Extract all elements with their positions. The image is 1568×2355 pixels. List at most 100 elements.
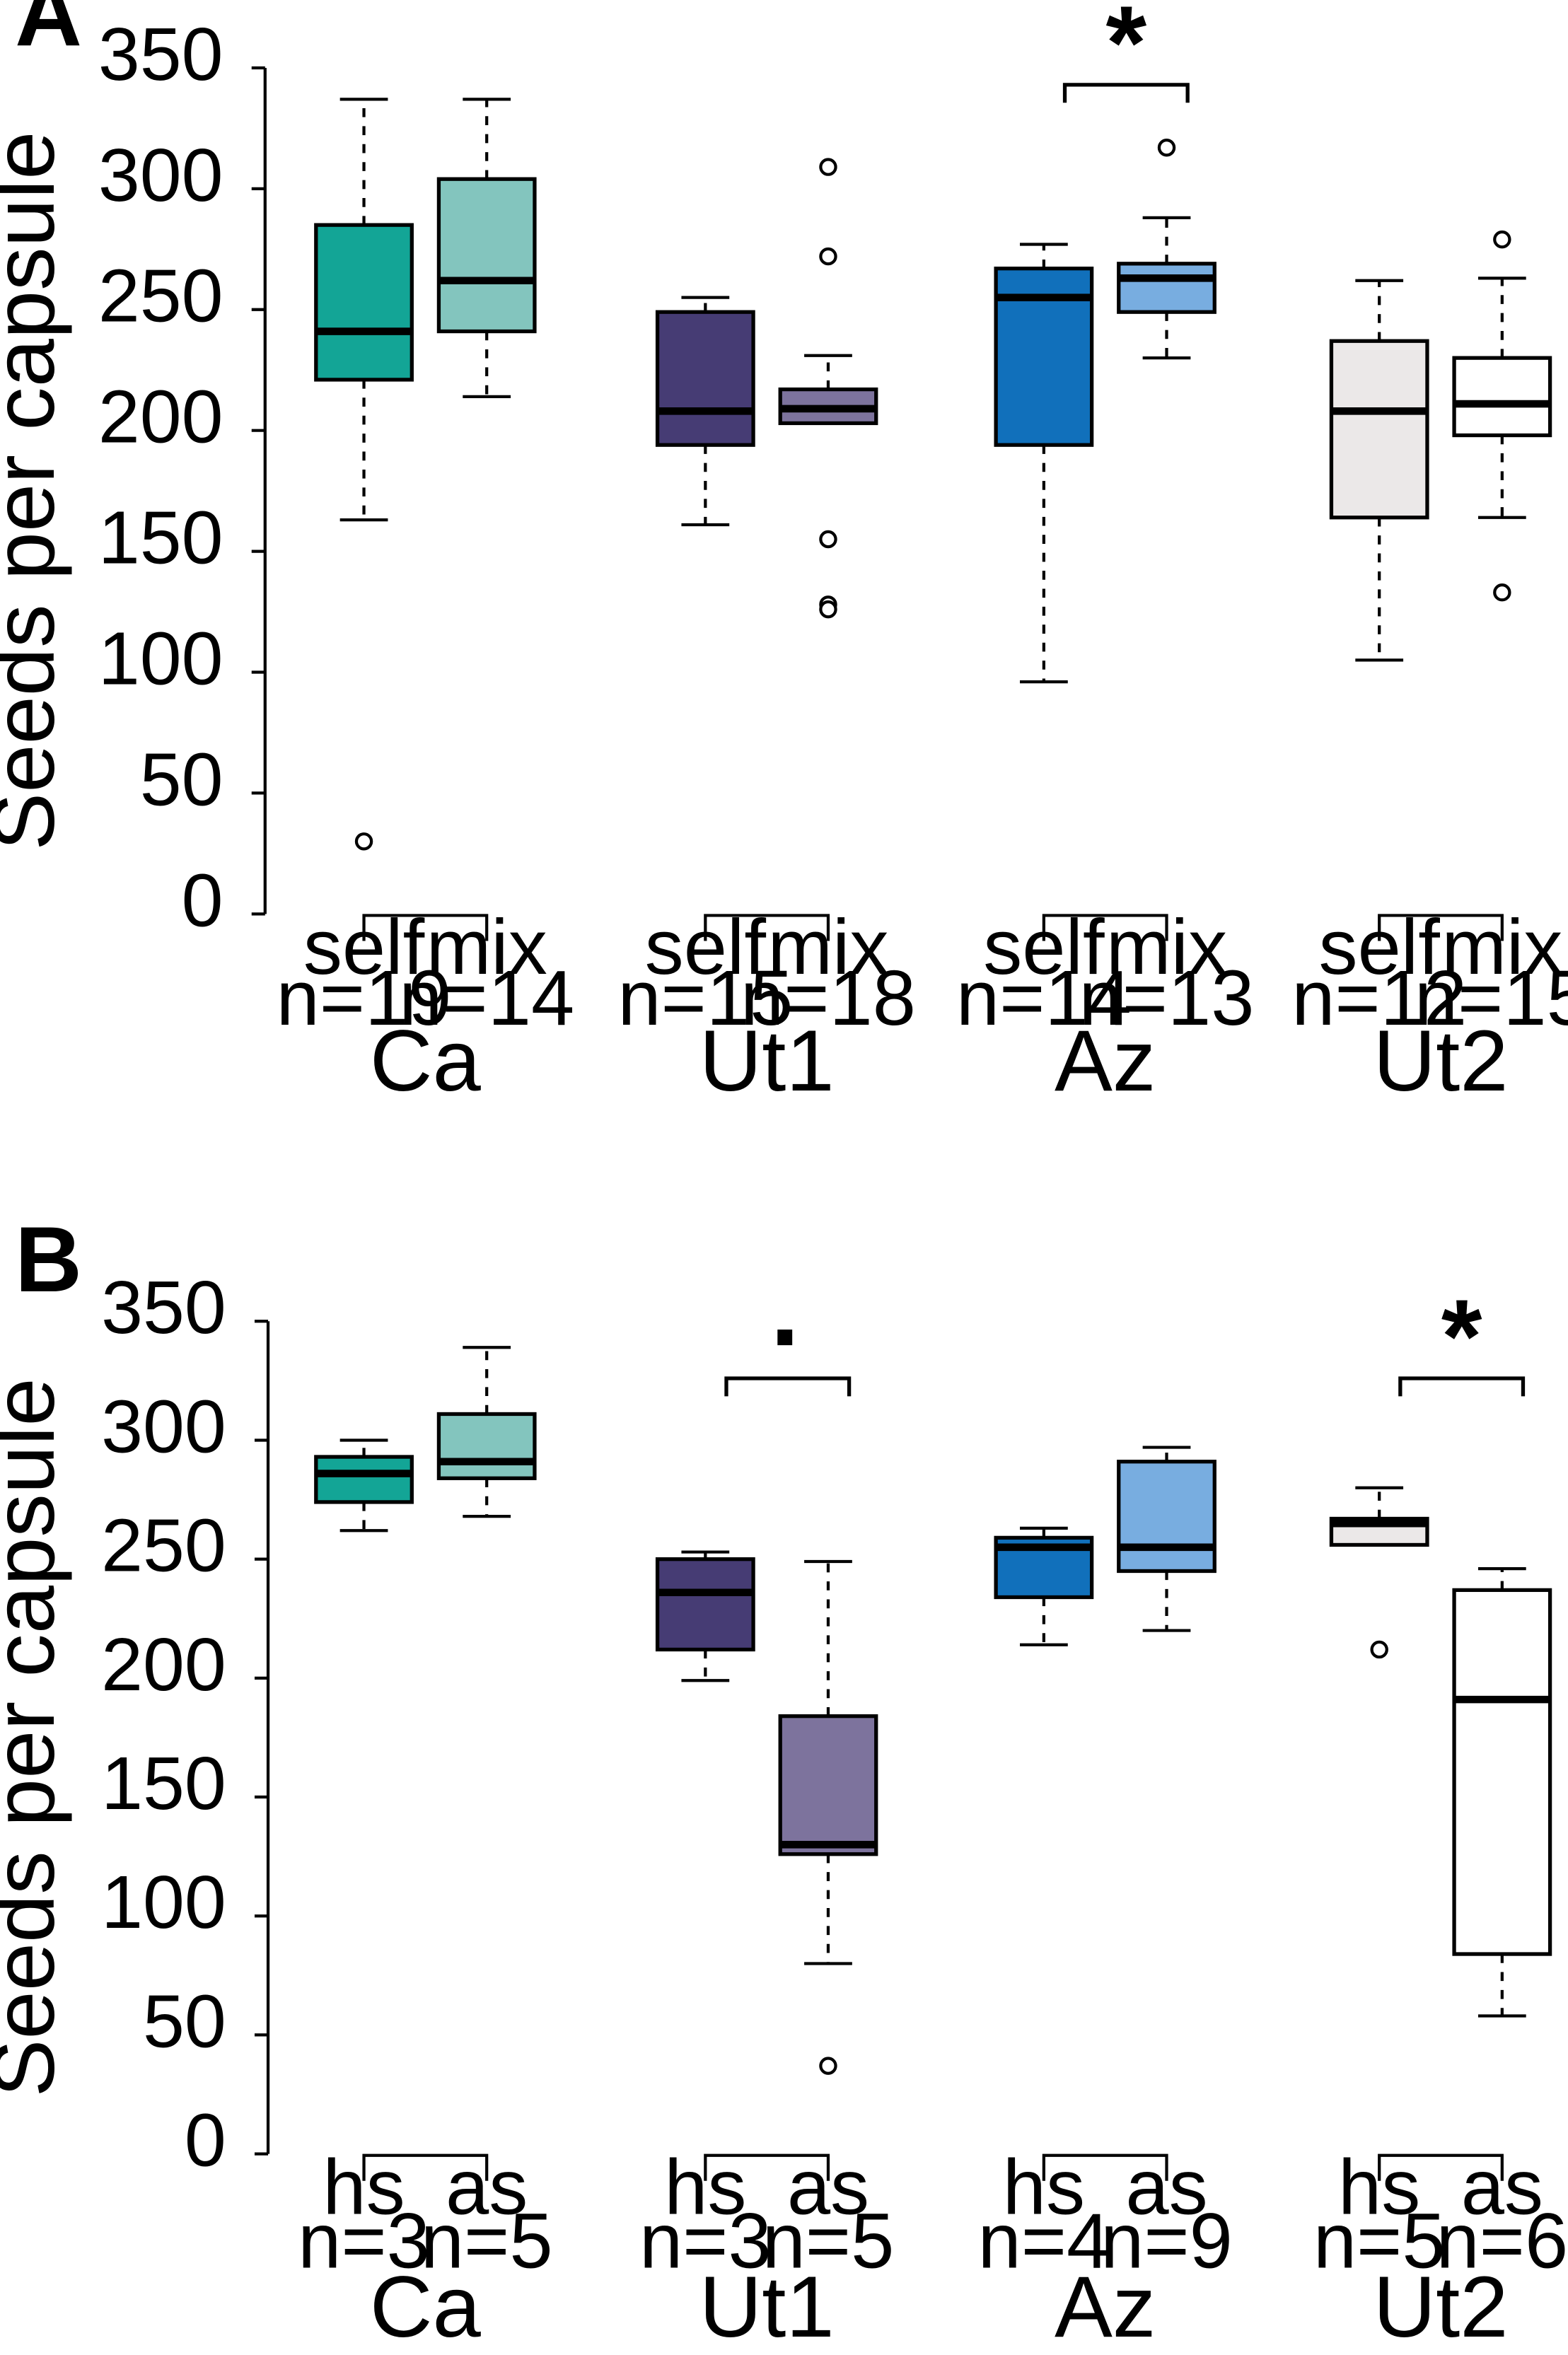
condition-label: self: [983, 904, 1105, 991]
group-label: Ut1: [699, 2259, 835, 2355]
y-tick-label: 350: [98, 13, 223, 96]
significance-symbol: *: [1106, 0, 1147, 101]
outlier-point: [1157, 139, 1176, 157]
chart-panel-B: B 0 50 100 150 200 250 300 350 Seeds per capsule h…: [0, 1207, 1568, 2355]
panel-letter: B: [15, 1207, 82, 1311]
group-bracket: [704, 914, 830, 941]
outlier-point: [819, 600, 837, 619]
box-ut1-as: asn=5: [762, 1559, 895, 2285]
sample-size-label: n=18: [741, 955, 916, 1042]
sample-size-label: n=5: [421, 2198, 553, 2285]
sample-size-label: n=3: [639, 2198, 772, 2285]
group-bracket: [1378, 914, 1504, 941]
condition-label: mix: [767, 904, 888, 991]
outlier-point: [1370, 1640, 1388, 1659]
y-tick-label: 250: [101, 1504, 226, 1588]
condition-label: hs: [323, 2144, 405, 2231]
significance-symbol: *: [1441, 1279, 1482, 1395]
sample-size-label: n=3: [298, 2198, 430, 2285]
y-tick-label: 0: [182, 859, 223, 942]
group-label: Ut2: [1373, 2259, 1508, 2355]
y-tick-label: 0: [185, 2099, 226, 2182]
y-tick-label: 50: [140, 738, 223, 821]
sample-size-label: n=12: [1291, 955, 1467, 1042]
group-bracket: [1042, 914, 1168, 941]
group-label: Ut1: [699, 1013, 835, 1110]
significance-marker: *: [1398, 1279, 1526, 1397]
condition-label: hs: [1338, 2144, 1420, 2231]
condition-label: mix: [1106, 904, 1227, 991]
y-tick-label: 300: [98, 134, 223, 217]
group-label: Az: [1055, 1013, 1156, 1110]
significance-marker: *: [1062, 0, 1190, 103]
condition-label: self: [645, 904, 767, 991]
y-tick-label: 200: [98, 376, 223, 459]
group-label: Ut2: [1373, 1013, 1508, 1110]
iqr-box: [655, 1557, 755, 1652]
iqr-box: [655, 310, 755, 447]
sample-size-label: n=15: [1415, 955, 1568, 1042]
panel-letter: A: [15, 0, 82, 65]
group-bracket: [362, 2153, 489, 2181]
condition-label: self: [303, 904, 425, 991]
box-ut1-hs: hsn=3: [639, 1550, 772, 2285]
outlier-point: [819, 530, 837, 549]
outlier-point: [1493, 583, 1511, 602]
y-axis-title: Seeds per capsule: [0, 132, 73, 851]
sample-size-label: n=14: [399, 955, 574, 1042]
iqr-box: [778, 1714, 878, 1856]
outlier-point: [354, 832, 373, 851]
y-tick-label: 150: [101, 1742, 226, 1825]
iqr-box: [314, 223, 414, 382]
condition-label: as: [1461, 2144, 1543, 2231]
group-bracket: [362, 914, 489, 941]
box-ut2-hs: hsn=5: [1313, 1486, 1446, 2285]
y-tick-label: 100: [101, 1861, 226, 1944]
y-tick-label: 50: [143, 1979, 226, 2063]
group-label: Ca: [370, 2259, 482, 2355]
iqr-box: [436, 177, 537, 334]
iqr-box: [1117, 262, 1216, 314]
outlier-point: [819, 158, 837, 176]
group-label: Ca: [370, 1013, 482, 1110]
sample-size-label: n=9: [1100, 2198, 1233, 2285]
group-bracket: [1042, 2153, 1168, 2181]
box-az-as: asn=9: [1100, 1446, 1233, 2285]
significance-bracket: [1398, 1376, 1526, 1397]
significance-bracket: [724, 1376, 852, 1397]
box-ca-hs: hsn=3: [298, 1438, 430, 2285]
y-tick-label: 150: [98, 496, 223, 580]
condition-label: as: [1125, 2144, 1207, 2231]
iqr-box: [1452, 356, 1552, 438]
outlier-point: [819, 2057, 837, 2075]
condition-label: mix: [1441, 904, 1562, 991]
sample-size-label: n=14: [956, 955, 1132, 1042]
condition-label: mix: [426, 904, 547, 991]
sample-size-label: n=4: [977, 2198, 1110, 2285]
condition-label: self: [1319, 904, 1441, 991]
condition-label: as: [787, 2144, 869, 2231]
y-tick-label: 300: [101, 1385, 226, 1468]
box-ca-as: asn=5: [421, 1346, 553, 2285]
chart-panel-A: A 0 50 100 150 200 250 300 350 Seeds per capsule s…: [0, 0, 1568, 1110]
sample-size-label: n=5: [762, 2198, 895, 2285]
sample-size-label: n=15: [617, 955, 793, 1042]
outlier-point: [819, 247, 837, 266]
iqr-box: [1117, 1460, 1216, 1574]
box-az-hs: hsn=4: [977, 1526, 1110, 2285]
sample-size-label: n=5: [1313, 2198, 1446, 2285]
y-tick-label: 100: [98, 617, 223, 700]
group-bracket: [704, 2153, 830, 2181]
condition-label: hs: [664, 2144, 746, 2231]
condition-label: hs: [1003, 2144, 1085, 2231]
